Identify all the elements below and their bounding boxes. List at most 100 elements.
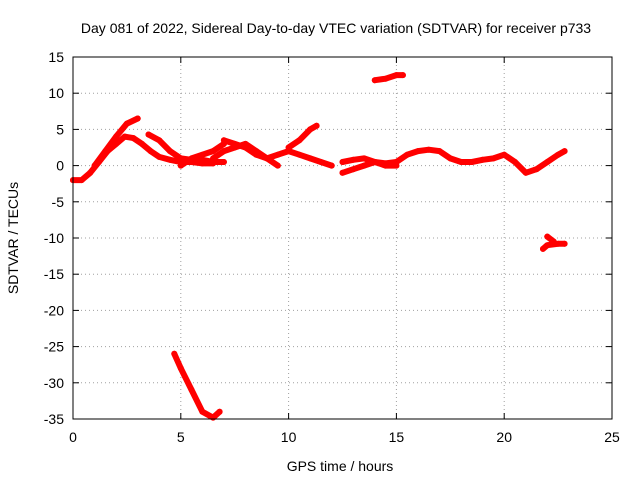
data-point xyxy=(307,155,314,162)
y-tick-label: 10 xyxy=(48,85,64,101)
series-line-arc-9 xyxy=(339,159,400,176)
data-point xyxy=(231,144,238,151)
data-point xyxy=(561,240,568,247)
data-point xyxy=(328,162,335,169)
data-point xyxy=(210,414,217,421)
data-point xyxy=(339,159,346,165)
data-point xyxy=(296,137,303,144)
data-point xyxy=(350,166,357,173)
data-point xyxy=(544,159,551,165)
data-point xyxy=(382,75,389,82)
data-point xyxy=(436,148,443,155)
series-line-arc-7 xyxy=(285,122,320,151)
data-point xyxy=(479,156,486,163)
data-point xyxy=(216,408,223,415)
data-point xyxy=(220,159,227,165)
data-point xyxy=(78,177,85,184)
y-tick-label: -30 xyxy=(44,375,64,391)
data-point xyxy=(317,159,324,165)
data-point xyxy=(177,162,184,169)
plot-frame xyxy=(72,56,613,420)
x-tick-label: 5 xyxy=(177,429,185,445)
data-point xyxy=(242,140,249,147)
data-point xyxy=(540,245,546,252)
data-point xyxy=(188,387,195,393)
data-point xyxy=(313,122,320,129)
chart-title: Day 081 of 2022, Sidereal Day-to-day VTE… xyxy=(81,20,591,36)
data-point xyxy=(468,159,475,165)
data-point xyxy=(371,159,378,165)
data-point xyxy=(113,133,120,140)
data-point xyxy=(210,155,217,162)
y-tick-label: -15 xyxy=(44,266,64,282)
y-tick-label: -25 xyxy=(44,339,64,355)
data-point xyxy=(145,131,152,138)
data-point xyxy=(177,365,184,372)
series-line-arc-10 xyxy=(371,72,406,84)
data-point xyxy=(512,159,518,165)
y-tick-label: -5 xyxy=(52,194,65,210)
data-point xyxy=(199,151,206,158)
data-point xyxy=(307,126,314,133)
data-point xyxy=(361,155,368,162)
data-point xyxy=(371,77,378,84)
data-point xyxy=(555,151,562,158)
data-point xyxy=(361,162,368,169)
data-point xyxy=(147,148,154,155)
x-tick-label: 25 xyxy=(604,429,620,445)
data-point xyxy=(134,115,141,122)
y-tick-label: 15 xyxy=(48,49,64,65)
y-tick-label: -20 xyxy=(44,302,64,318)
data-point xyxy=(425,146,432,153)
data-point xyxy=(199,408,206,415)
data-point xyxy=(123,120,130,127)
data-point xyxy=(285,144,292,151)
data-point xyxy=(350,156,357,163)
data-point xyxy=(188,155,195,162)
data-point xyxy=(156,153,163,160)
data-point xyxy=(501,151,508,158)
data-point xyxy=(102,148,109,155)
data-point xyxy=(550,238,557,245)
data-point xyxy=(264,155,270,162)
data-point xyxy=(220,148,227,155)
y-tick-label: -35 xyxy=(44,411,64,427)
data-point xyxy=(91,162,98,169)
data-point xyxy=(210,148,217,155)
grid-lines xyxy=(73,57,612,419)
x-tick-label: 0 xyxy=(69,429,77,445)
x-tick-label: 10 xyxy=(281,429,297,445)
data-series xyxy=(70,72,568,421)
y-axis-label: SDTVAR / TECUs xyxy=(5,182,21,294)
data-point xyxy=(339,169,346,176)
data-point xyxy=(167,156,173,163)
data-point xyxy=(393,72,400,79)
data-point xyxy=(156,137,163,144)
axis-ticks: 0 5 10 15 20 25 15 10 5 0 -5 -10 -15 -20 -25 -30 -35 xyxy=(44,49,620,445)
x-axis-label: GPS time / hours xyxy=(287,458,394,474)
data-point xyxy=(167,148,173,155)
x-tick-label: 20 xyxy=(496,429,512,445)
data-point xyxy=(544,233,551,240)
data-point xyxy=(253,148,260,155)
y-tick-label: 5 xyxy=(56,121,64,137)
data-point xyxy=(171,350,178,357)
data-point xyxy=(121,133,128,140)
data-point xyxy=(399,72,406,79)
data-point xyxy=(522,169,529,176)
data-point xyxy=(393,162,400,169)
data-point xyxy=(415,148,421,155)
data-point xyxy=(130,135,137,142)
data-point xyxy=(458,159,465,165)
data-point xyxy=(274,162,281,169)
data-point xyxy=(274,151,281,158)
y-tick-label: -10 xyxy=(44,230,64,246)
data-point xyxy=(296,151,303,158)
data-point xyxy=(447,155,454,162)
data-point xyxy=(490,155,497,162)
data-point xyxy=(87,169,94,176)
data-point xyxy=(139,140,145,147)
data-point xyxy=(220,137,227,144)
data-point xyxy=(544,242,551,249)
